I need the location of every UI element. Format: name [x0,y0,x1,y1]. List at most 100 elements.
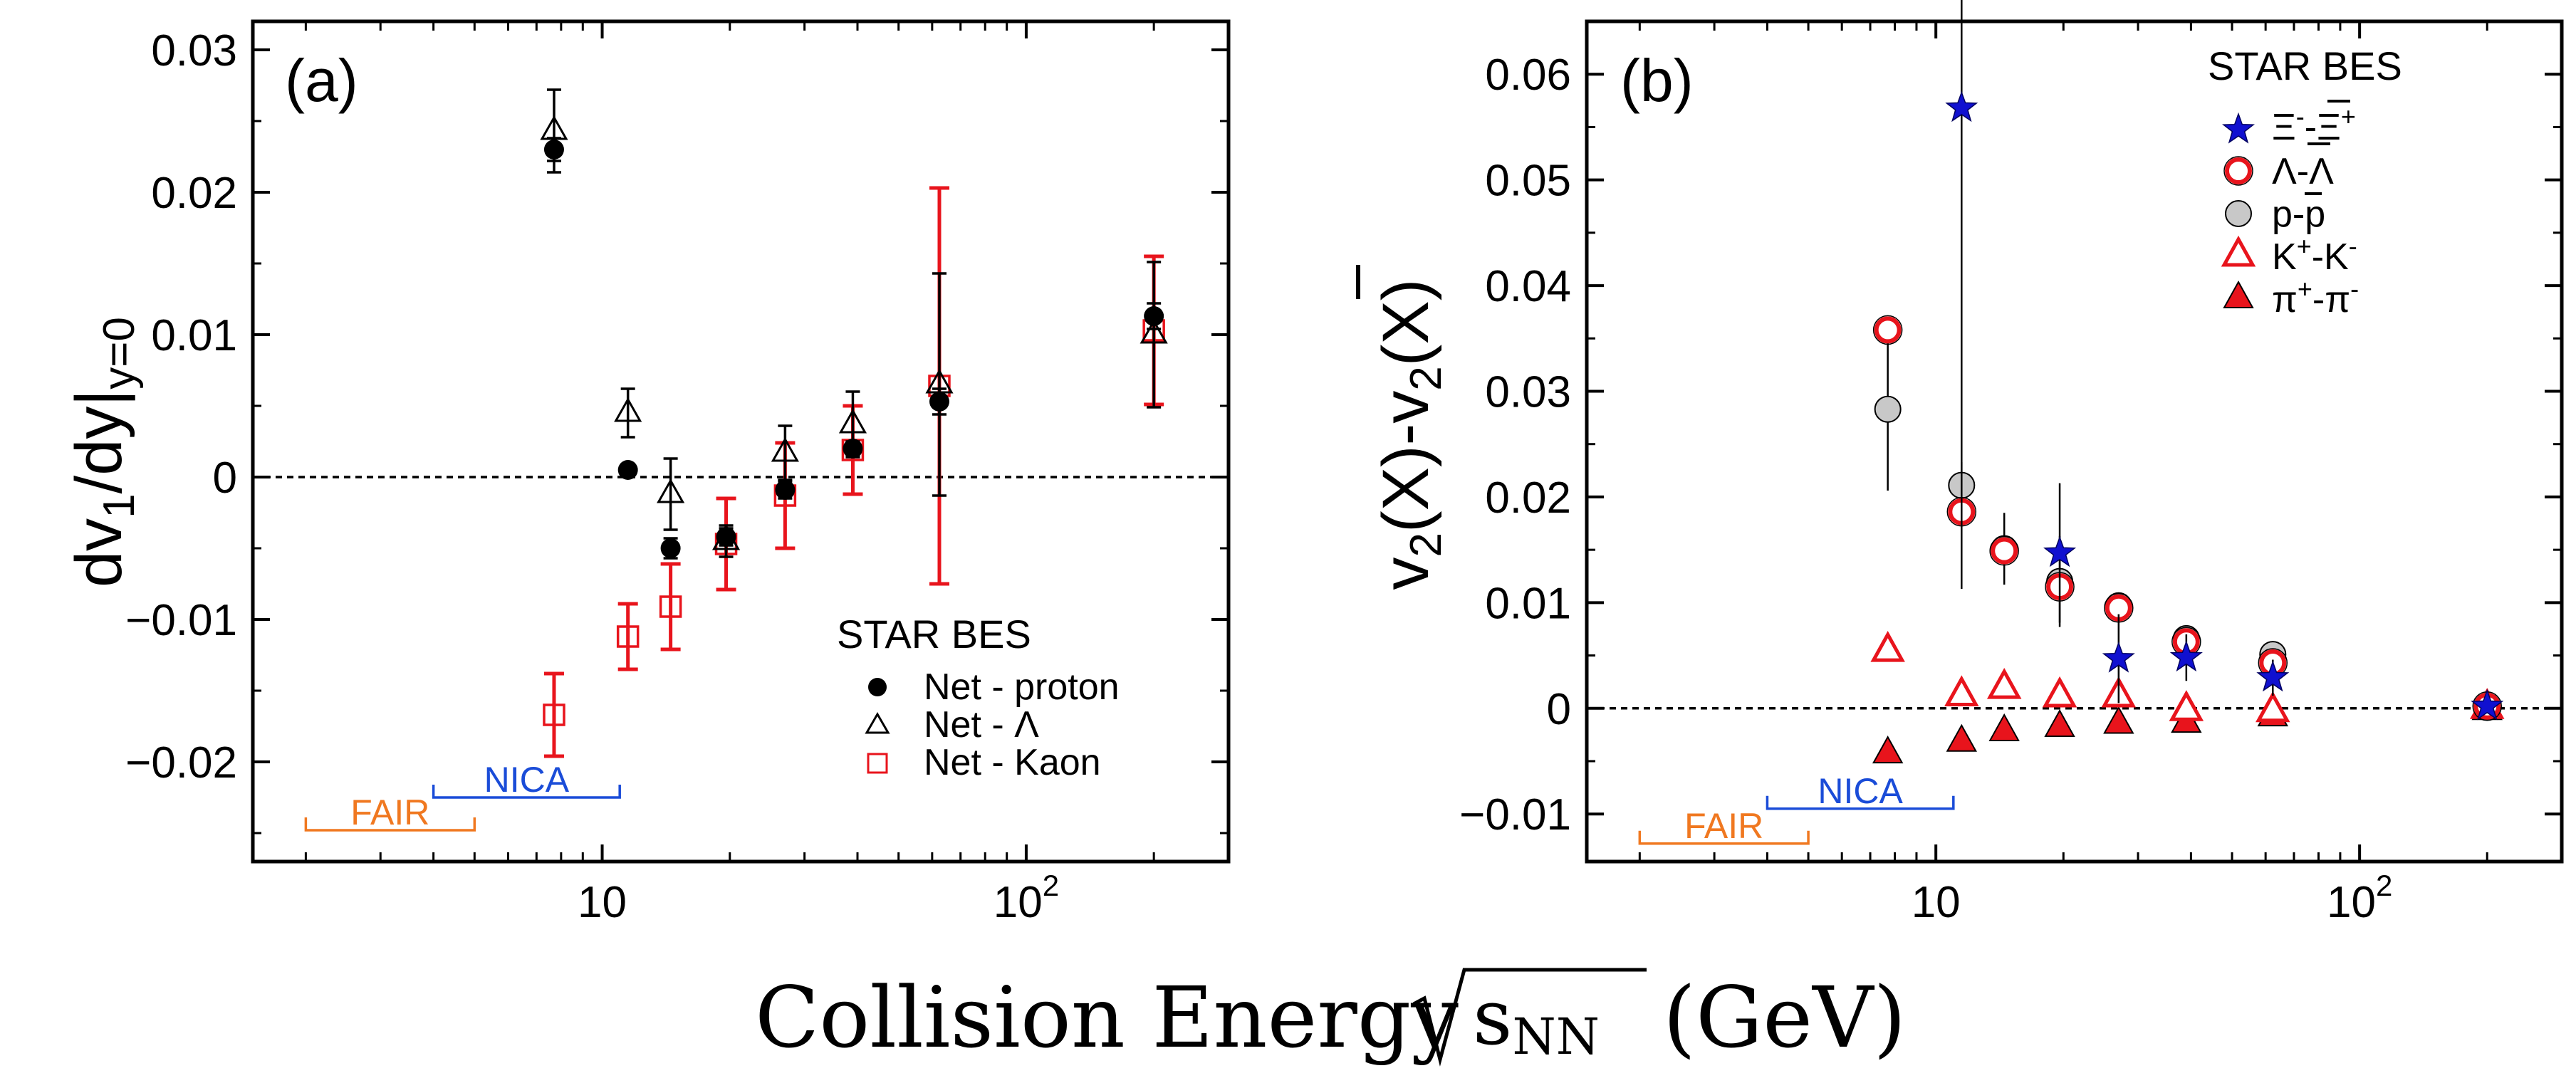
legend-item-net-proton: Net - proton [868,666,1120,708]
panel-a-legend-title: STAR BES [837,612,1031,656]
legend-item-proton: p-p [2225,192,2325,235]
legend-item-xi: Ξ--Ξ+ [2222,100,2356,148]
data-point [1944,675,1979,706]
panel-a: FAIR NICA 0.03 0.02 0.01 0 −0.01 −0.02 10 102 (a… [63,19,1231,927]
legend-item-kaon: K+-K- [2221,231,2357,278]
facility-bracket-nica [432,785,621,799]
panel-b-data-marks [1870,0,2505,764]
y-tick-label: 0.04 [1485,262,1571,311]
panel-a-ticks: 0.03 0.02 0.01 0 −0.01 −0.02 10 102 [125,21,1230,927]
data-point [2169,640,2203,672]
legend-label-lambda: Λ-Λ [2272,151,2334,192]
facility-label-fair: FAIR [350,792,429,832]
data-point [716,527,736,547]
data-point [1946,723,1977,752]
legend-label-net-proton: Net - proton [924,666,1120,708]
y-tick-label: 0.01 [151,311,237,360]
data-point [2044,708,2075,738]
data-point [2042,676,2077,708]
panel-a-data-marks [540,88,1168,758]
data-point [2256,691,2290,723]
series-circle-filled [543,137,1164,560]
legend-marker-lambda [2225,157,2252,184]
legend-item-pion: π+-π- [2223,274,2359,320]
x-tick-label: 102 [994,869,1059,927]
x-tick-label: 10 [578,878,627,927]
legend-marker-lambda-outline [2223,156,2253,186]
legend-marker-proton [2225,200,2252,227]
data-point [929,392,949,412]
panel-b-ylabel: v2(X)-v2(X) [1356,265,1451,590]
x-title-unit: (GeV) [1663,968,1906,1067]
data-point [2043,535,2077,567]
data-point [1870,630,1905,662]
facility-label-nica: NICA [1818,771,1903,811]
x-tick-label: 102 [2327,869,2392,927]
data-point [2256,660,2290,692]
data-point [660,538,681,558]
facility-label-nica: NICA [484,760,570,800]
marker-outline [1989,535,2019,566]
y-tick-label: 0.01 [1485,579,1571,628]
legend-label-pion: π+-π- [2272,274,2359,320]
y-tick-label: 0.02 [151,169,237,218]
y-tick-label: 0.05 [1485,157,1571,206]
legend-item-net-lambda: Net - Λ [865,704,1039,745]
x-title-main: Collision Energy [755,968,1459,1067]
data-point [843,439,863,459]
panel-a-legend: STAR BES Net - proton Net - Λ Net - Kaon [837,612,1120,783]
data-point [1986,667,2022,699]
data-point [771,436,799,462]
legend-label-kaon: K+-K- [2272,231,2357,278]
y-tick-label: 0.06 [1485,51,1571,100]
x-tick-label: 10 [1912,878,1961,927]
data-point [659,595,682,618]
panel-b-label: (b) [1620,47,1694,114]
panel-b-legend-title: STAR BES [2208,43,2402,88]
panel-a-frame [251,19,1231,864]
data-point [1874,316,1902,344]
facility-label-fair: FAIR [1684,806,1763,846]
x-title-sqrt-arg: sNN [1473,973,1600,1066]
legend-marker-net-kaon [867,753,888,774]
x-axis-title: Collision Energy sNN (GeV) [755,968,1906,1067]
data-point [1144,306,1164,326]
y-tick-label: 0 [1547,685,1571,734]
data-point [1872,736,1904,764]
y-tick-label: −0.01 [1459,790,1571,839]
series-star [1945,0,2504,721]
y-tick-label: −0.01 [125,596,237,645]
legend-marker-net-proton [868,678,887,696]
legend-label-proton: p-p [2272,194,2325,235]
data-point [614,397,642,422]
marker-outline [1872,315,1903,345]
panel-b-frame [1585,19,2564,864]
data-point [1945,90,1978,122]
panel-a-facilities: FAIR NICA [304,760,621,832]
data-point [1991,537,2018,565]
data-point [2102,641,2135,673]
legend-marker-xi [2222,112,2255,144]
facility-bracket-fair [1638,830,1810,845]
data-point [657,478,685,503]
panel-b-ticks: 0.06 0.05 0.04 0.03 0.02 0.01 0 −0.01 10 102 [1459,20,2563,927]
series-triangle-open-red [1870,630,2505,723]
data-point [1140,318,1168,344]
sqrt-symbol [1412,968,1647,1067]
panel-b-ylabel-text: v2(X)-v2(X) [1370,279,1451,590]
data-point [2471,689,2504,721]
panel-a-label: (a) [285,47,358,114]
panel-b: FAIR NICA 0.06 0.05 0.04 0.03 0.02 0.01 0 −0.01 1… [1356,0,2564,927]
legend-label-net-kaon: Net - Kaon [924,742,1101,783]
y-tick-label: 0.02 [1485,474,1571,523]
data-point [1874,395,1902,423]
facility-bracket-fair [304,817,476,832]
data-point [2169,690,2204,721]
legend-item-lambda: Λ-Λ [2223,142,2334,192]
panel-b-facilities: FAIR NICA [1638,771,1955,846]
data-point [775,480,796,500]
legend-label-net-lambda: Net - Λ [924,704,1039,745]
y-tick-label: 0.03 [151,26,237,75]
legend-marker-pion [2223,280,2254,308]
